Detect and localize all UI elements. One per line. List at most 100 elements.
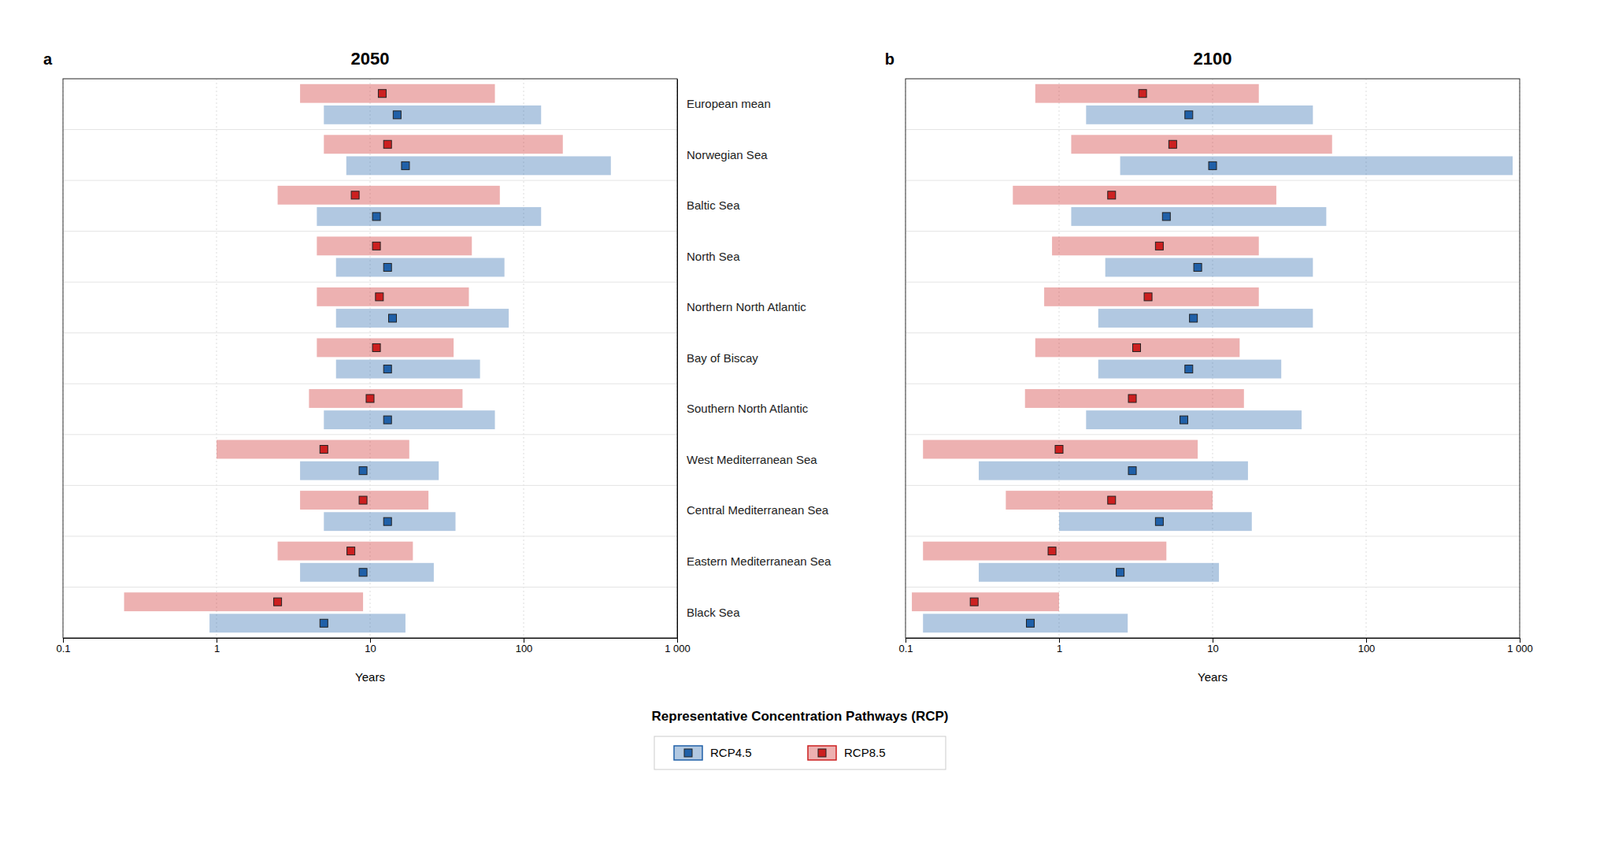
median-marker: [319, 618, 328, 627]
range-bar: [277, 185, 500, 205]
range-bar: [1005, 490, 1213, 510]
range-bar: [124, 592, 363, 612]
tick-label: Norwegian Sea: [686, 148, 768, 162]
tick-label: Black Sea: [686, 605, 741, 619]
range-bar: [300, 562, 434, 582]
row-separator: [62, 332, 678, 334]
row-separator: [905, 383, 1520, 385]
range-bar: [1085, 105, 1313, 125]
tick: 100: [515, 637, 534, 655]
x-axis: 0.11101001 000: [898, 637, 1533, 655]
row-separator: [62, 586, 678, 588]
tick: Southern North Atlantic: [677, 401, 809, 415]
legend-label: RCP4.5: [710, 745, 752, 760]
legend-marker: [684, 748, 693, 757]
tick-label: North Sea: [686, 249, 741, 263]
row-separator: [905, 281, 1520, 283]
median-marker: [383, 140, 392, 149]
median-marker: [359, 568, 367, 577]
median-marker: [347, 547, 356, 556]
tick-label: Northern North Atlantic: [686, 300, 807, 314]
tick-mark: [677, 637, 678, 643]
row-separator: [62, 281, 678, 283]
range-bar: [1025, 388, 1245, 408]
tick-mark: [905, 637, 907, 643]
range-bar: [922, 541, 1167, 561]
range-bar: [1098, 359, 1282, 379]
range-bar: [323, 410, 495, 430]
range-bar: [1051, 236, 1260, 256]
row-separator: [905, 129, 1520, 130]
row-separator: [62, 433, 678, 435]
range-bar: [300, 461, 439, 481]
grid: [62, 78, 678, 638]
range-bar: [922, 440, 1198, 460]
row-separators: [905, 78, 1520, 638]
panel: 0.11101001 000Years2100b: [885, 48, 1534, 684]
median-marker: [1189, 314, 1198, 323]
tick-mark: [1366, 637, 1367, 643]
tick: 100: [1358, 637, 1376, 655]
median-marker: [372, 241, 381, 250]
tick-mark: [523, 637, 525, 643]
series: [922, 105, 1513, 633]
range-bar: [922, 613, 1128, 633]
row-separator: [905, 485, 1520, 486]
median-marker: [366, 394, 375, 403]
row-separator: [62, 180, 678, 182]
tick: 0.1: [55, 637, 71, 655]
row-separator: [62, 129, 678, 130]
tick: North Sea: [677, 249, 741, 263]
median-marker: [1107, 191, 1116, 200]
plot-frame: [62, 78, 678, 638]
tick-label: 100: [1358, 642, 1376, 655]
tick-label: 10: [364, 642, 376, 655]
median-marker: [1055, 445, 1063, 454]
row-separator: [62, 535, 678, 537]
legend-title: Representative Concentration Pathways (R…: [651, 708, 949, 724]
row-separator: [905, 433, 1520, 435]
axis-line: [63, 638, 678, 644]
tick-label: European mean: [686, 96, 771, 111]
tick: Eastern Mediterranean Sea: [677, 554, 832, 568]
tick: 10: [1207, 637, 1219, 655]
legend-box: [654, 736, 946, 770]
range-bar: [1105, 258, 1314, 278]
row-separator: [62, 383, 678, 385]
panel: 0.11101001 000European meanNorwegian Sea…: [43, 48, 832, 684]
range-bar: [1059, 511, 1252, 531]
range-bar: [336, 258, 505, 278]
range-bar: [1044, 287, 1260, 307]
tick: West Mediterranean Sea: [677, 452, 818, 467]
range-bar: [336, 308, 509, 328]
median-marker: [1193, 262, 1202, 271]
range-bar: [1120, 155, 1513, 175]
median-marker: [319, 445, 328, 454]
axis-line: [906, 638, 1521, 644]
tick-label: 1 000: [1507, 642, 1534, 655]
range-bar: [323, 134, 563, 154]
series: [209, 105, 612, 633]
tick: Baltic Sea: [677, 198, 741, 212]
median-marker: [1138, 89, 1147, 98]
row-separator: [62, 230, 678, 232]
tick-mark: [370, 637, 371, 643]
median-marker: [372, 212, 381, 221]
median-marker: [1128, 466, 1137, 475]
tick: European mean: [677, 96, 771, 111]
tick: 1: [1056, 637, 1063, 655]
median-marker: [1107, 496, 1116, 504]
chart: 0.1 1 10 100 1 000 European mean Norwegian Sea…: [0, 0, 1600, 849]
median-marker: [1048, 547, 1056, 556]
tick: 1 000: [664, 637, 691, 655]
median-marker: [359, 466, 367, 475]
legend-swatch: [674, 745, 703, 760]
range-bar: [316, 207, 541, 226]
median-marker: [1185, 111, 1193, 119]
median-marker: [1144, 292, 1152, 301]
median-marker: [351, 191, 360, 200]
tick-mark: [216, 637, 218, 643]
tick-label: 100: [515, 642, 534, 655]
legend: Representative Concentration Pathways (R…: [651, 708, 949, 770]
range-bar: [300, 490, 429, 510]
